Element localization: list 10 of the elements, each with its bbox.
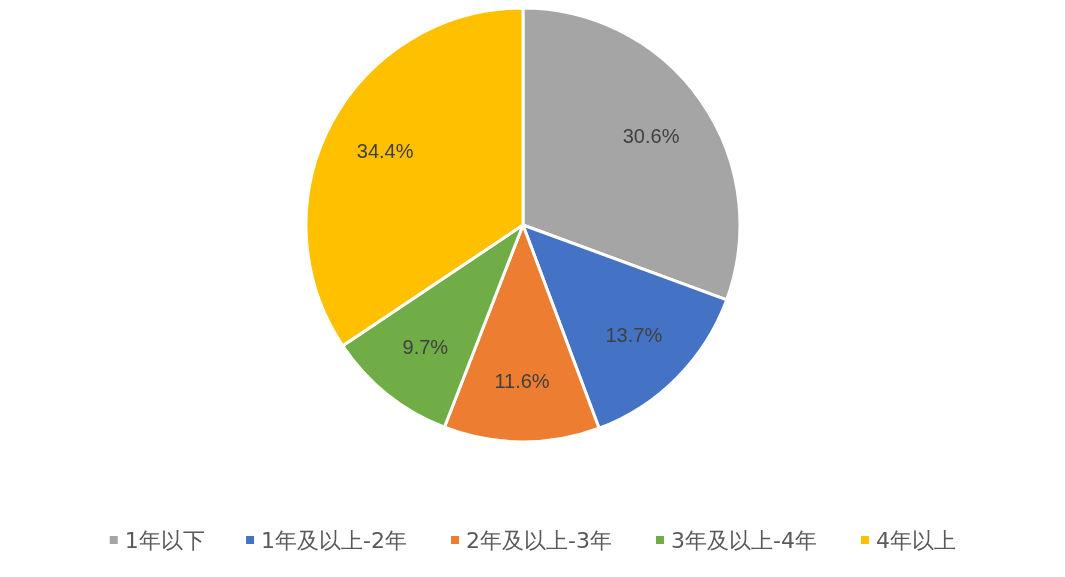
legend-label: 1年以下 (124, 527, 205, 553)
legend-label: 3年及以上-4年 (670, 527, 817, 553)
data-label: 13.7% (605, 324, 663, 347)
data-label: 9.7% (402, 335, 449, 358)
data-label: 11.6% (494, 370, 550, 393)
data-label: 30.6% (622, 124, 680, 147)
legend-label: 2年及以上-3年 (466, 527, 612, 553)
legend-label: 1年及以上-2年 (261, 527, 407, 553)
legend-label: 4年以上 (875, 527, 956, 553)
data-label: 34.4% (356, 140, 414, 163)
